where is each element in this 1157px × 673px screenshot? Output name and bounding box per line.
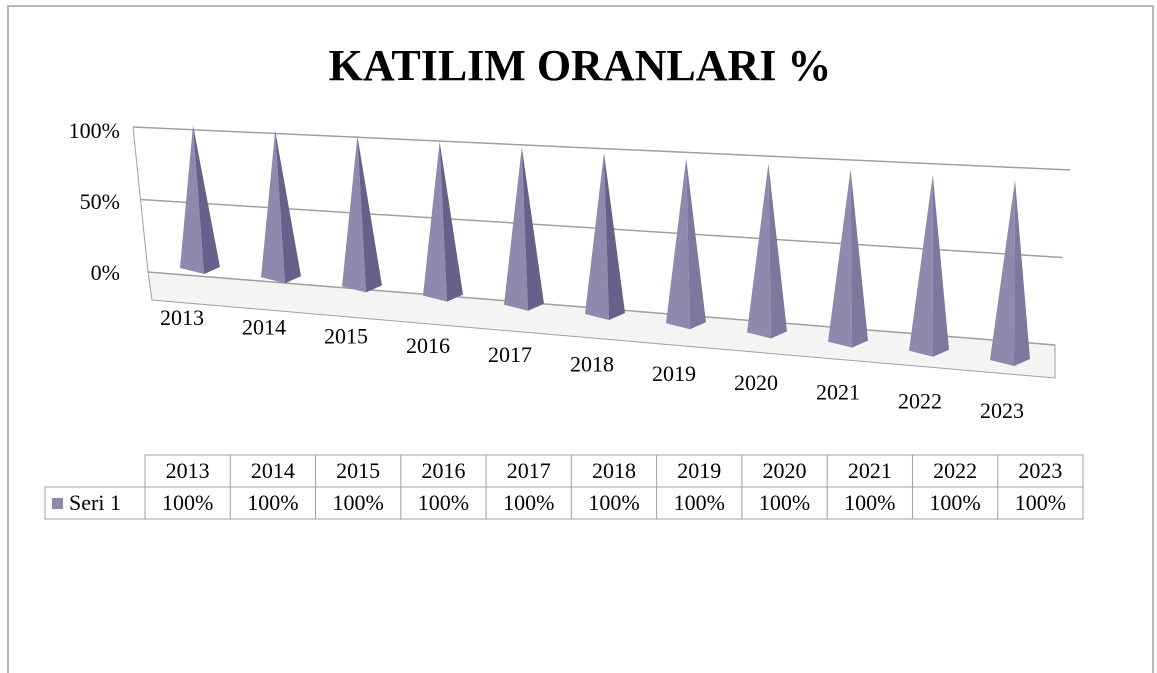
table-value: 100% — [674, 490, 725, 515]
table-legend-cell — [44, 486, 146, 520]
pyramid-right-face — [439, 141, 463, 302]
pyramid — [585, 152, 625, 320]
table-value: 100% — [247, 490, 298, 515]
pyramid-right-face — [275, 130, 301, 284]
pyramid — [909, 174, 949, 357]
pyramid-left-face — [909, 174, 933, 357]
chart-title: KATILIM ORANLARI % — [329, 41, 832, 90]
table-value: 100% — [333, 490, 384, 515]
table-header: 2020 — [763, 458, 807, 483]
pyramid-left-face — [423, 141, 447, 302]
x-tick-label: 2021 — [816, 379, 860, 404]
table-value: 100% — [1015, 490, 1066, 515]
table-value: 100% — [162, 490, 213, 515]
table-header: 2016 — [421, 458, 465, 483]
table-header: 2015 — [336, 458, 380, 483]
y-tick-label: 100% — [69, 118, 120, 143]
pyramid-right-face — [357, 136, 382, 293]
pyramid-left-face — [828, 169, 852, 348]
pyramid — [666, 158, 706, 330]
table-header: 2018 — [592, 458, 636, 483]
x-tick-label: 2019 — [652, 361, 696, 386]
pyramid-right-face — [1014, 180, 1030, 366]
x-tick-label: 2016 — [406, 333, 450, 358]
pyramid-right-face — [932, 174, 949, 357]
table-header: 2014 — [251, 458, 295, 483]
legend-swatch — [52, 498, 63, 509]
grid-line — [132, 126, 1071, 171]
pyramid-right-face — [768, 163, 787, 339]
pyramid-left-face — [747, 163, 771, 339]
pyramid-right-face — [521, 147, 544, 311]
table-header: 2023 — [1018, 458, 1062, 483]
pyramid — [990, 180, 1030, 366]
x-tick-label: 2023 — [980, 398, 1024, 423]
pyramid-left-face — [261, 130, 285, 284]
pyramid-left-face — [180, 125, 204, 274]
x-tick-label: 2017 — [488, 342, 532, 367]
pyramid — [747, 163, 787, 339]
pyramid-left-face — [342, 136, 366, 293]
pyramid — [261, 130, 301, 284]
pyramid — [504, 147, 544, 311]
x-tick-label: 2013 — [160, 305, 204, 330]
table-value: 100% — [418, 490, 469, 515]
table-header: 2013 — [166, 458, 210, 483]
table-value: 100% — [759, 490, 810, 515]
pyramid-left-face — [504, 147, 528, 311]
chart-frame — [7, 5, 1154, 673]
table-header: 2017 — [507, 458, 551, 483]
x-tick-label: 2014 — [242, 314, 286, 339]
pyramid-left-face — [990, 180, 1015, 366]
y-tick-label: 0% — [91, 260, 120, 285]
table-header: 2021 — [848, 458, 892, 483]
pyramid — [342, 136, 382, 293]
table-value: 100% — [929, 490, 980, 515]
pyramid-right-face — [850, 169, 868, 348]
table-value: 100% — [844, 490, 895, 515]
y-tick-label: 50% — [80, 189, 120, 214]
table-value: 100% — [503, 490, 554, 515]
pyramid-right-face — [604, 152, 625, 320]
pyramid-left-face — [666, 158, 690, 330]
pyramid — [828, 169, 868, 348]
table-header: 2019 — [677, 458, 721, 483]
legend-label: Seri 1 — [69, 490, 121, 515]
pyramid-right-face — [193, 125, 220, 274]
pyramid — [423, 141, 463, 302]
x-tick-label: 2020 — [734, 370, 778, 395]
x-tick-label: 2022 — [898, 389, 942, 414]
table-value: 100% — [588, 490, 639, 515]
x-tick-label: 2015 — [324, 324, 368, 349]
x-tick-label: 2018 — [570, 352, 614, 377]
pyramid-left-face — [585, 152, 609, 320]
pyramid — [180, 125, 220, 274]
table-header: 2022 — [933, 458, 977, 483]
pyramid-right-face — [686, 158, 706, 330]
